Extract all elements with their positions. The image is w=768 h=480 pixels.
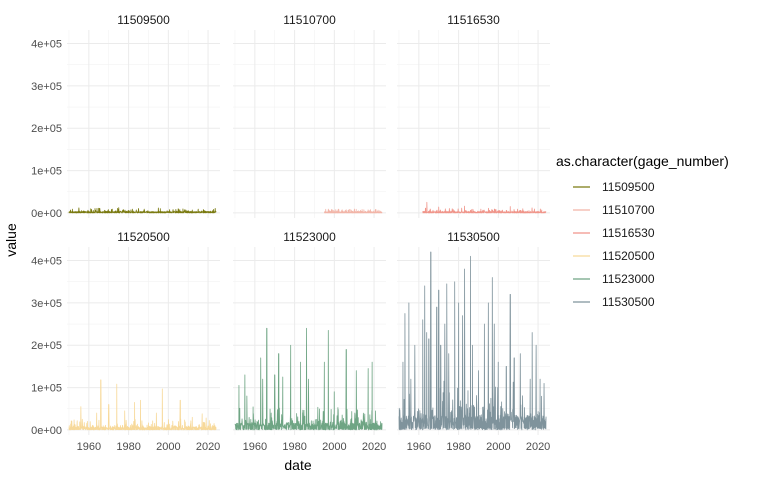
facet-panel-11523000: 11523000 (233, 230, 386, 435)
y-tick-label: 2e+05 (31, 340, 62, 352)
facet-strip-label: 11510700 (283, 13, 336, 27)
facet-strip-label: 11520500 (117, 230, 170, 244)
x-axis-title: date (284, 457, 311, 473)
facet-strip-label: 11516530 (447, 13, 500, 27)
x-axes: 1960 1980 2000 2020 1960 1980 2000 2020 1960 1980… (77, 441, 551, 453)
x-tick-label: 1980 (282, 441, 306, 453)
facet-strip-label: 11523000 (283, 230, 336, 244)
y-tick-label: 2e+05 (31, 123, 62, 135)
x-tick-label: 2000 (322, 441, 346, 453)
series-line-11520500 (68, 379, 217, 431)
legend-item-11516530: 11516530 (573, 226, 655, 240)
y-axes: 0e+00 1e+05 2e+05 3e+05 4e+05 0e+00 1e+05 2e+05… (31, 39, 62, 437)
series-line-11523000 (234, 327, 383, 431)
x-tick-label: 1980 (446, 441, 470, 453)
x-tick-label: 2020 (362, 441, 386, 453)
legend-item-11509500: 11509500 (573, 180, 655, 194)
facet-strip-label: 11509500 (117, 13, 170, 27)
series-line-11510700 (324, 208, 383, 214)
y-tick-label: 0e+00 (31, 425, 62, 437)
facet-panel-11530500: 11530500 (397, 230, 550, 435)
legend-label: 11510700 (602, 203, 655, 217)
x-tick-label: 2000 (486, 441, 510, 453)
x-tick-label: 2020 (526, 441, 550, 453)
x-tick-label: 1960 (407, 441, 431, 453)
legend-items: 11509500 11510700 11516530 11520500 11523000… (573, 180, 655, 309)
facet-panels: 11509500 11510700 11516530 11520500 11523000… (67, 13, 550, 435)
y-tick-label: 1e+05 (31, 383, 62, 395)
series-line-11509500 (68, 207, 217, 214)
legend-label: 11523000 (602, 272, 655, 286)
facet-panel-11516530: 11516530 (397, 13, 550, 218)
legend-title: as.character(gage_number) (556, 153, 729, 169)
x-tick-label: 1960 (77, 441, 101, 453)
x-tick-label: 2000 (156, 441, 180, 453)
y-tick-label: 1e+05 (31, 166, 62, 178)
facet-panel-11510700: 11510700 (233, 13, 386, 218)
legend-label: 11520500 (602, 249, 655, 263)
y-tick-label: 3e+05 (31, 81, 62, 93)
facet-panel-11509500: 11509500 (67, 13, 220, 218)
legend-label: 11509500 (602, 180, 655, 194)
x-tick-label: 1960 (243, 441, 267, 453)
legend-item-11523000: 11523000 (573, 272, 655, 286)
y-axis-title: value (3, 223, 19, 257)
y-tick-label: 0e+00 (31, 208, 62, 220)
x-tick-label: 1980 (116, 441, 140, 453)
series-line-11516530 (422, 201, 547, 214)
x-tick-label: 2020 (196, 441, 220, 453)
legend-item-11510700: 11510700 (573, 203, 655, 217)
legend: as.character(gage_number) 11509500 115107… (556, 153, 729, 309)
legend-label: 11516530 (602, 226, 655, 240)
facet-panel-11520500: 11520500 (67, 230, 220, 435)
series-line-11530500 (398, 251, 547, 431)
facet-strip-label: 11530500 (447, 230, 500, 244)
y-tick-label: 4e+05 (31, 39, 62, 51)
legend-label: 11530500 (602, 295, 655, 309)
legend-item-11520500: 11520500 (573, 249, 655, 263)
legend-item-11530500: 11530500 (573, 295, 655, 309)
y-tick-label: 4e+05 (31, 256, 62, 268)
y-tick-label: 3e+05 (31, 298, 62, 310)
